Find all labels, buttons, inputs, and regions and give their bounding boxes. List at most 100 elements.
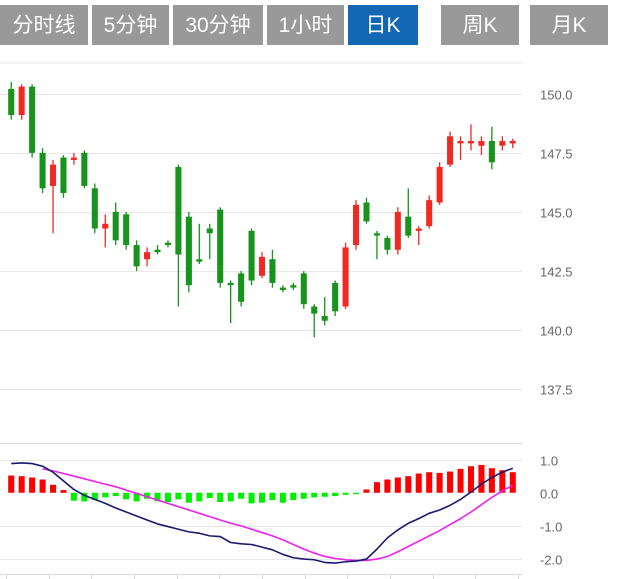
candlestick[interactable] (164, 240, 171, 248)
period-tab-5[interactable]: 周K (441, 5, 519, 45)
candlestick[interactable] (70, 152, 77, 165)
period-tab-3[interactable]: 1小时 (267, 5, 344, 45)
candlestick[interactable] (258, 252, 266, 279)
candle-body (102, 223, 109, 229)
candlestick[interactable] (144, 247, 151, 267)
candlestick[interactable] (300, 271, 307, 309)
candlestick[interactable] (185, 211, 192, 293)
candlestick[interactable] (488, 126, 495, 170)
candlestick[interactable] (269, 249, 276, 288)
candlestick[interactable] (18, 84, 25, 120)
macd-histogram-bar (154, 492, 161, 502)
candlestick[interactable] (499, 136, 506, 151)
period-tab-0[interactable]: 分时线 (0, 5, 88, 45)
macd-histogram-bar (81, 492, 88, 502)
candlestick[interactable] (39, 148, 46, 194)
period-tab-1[interactable]: 5分钟 (92, 5, 169, 45)
candle-body (123, 214, 130, 246)
candle-body (373, 233, 380, 236)
chart-area[interactable]: 150.0 147.5 145.0 142.5 140.0 137.5 1.0 0.0 -1.0… (0, 48, 628, 579)
macd-histogram-bar (353, 492, 360, 495)
candle-body (185, 216, 192, 286)
candlestick[interactable] (363, 197, 370, 224)
candlestick[interactable] (60, 155, 67, 198)
candlestick[interactable] (206, 223, 213, 260)
candlestick[interactable] (81, 150, 88, 189)
candle-body (467, 141, 475, 144)
candle-body (447, 136, 454, 165)
macd-histogram-bar (373, 482, 380, 493)
macd-histogram-bar (227, 492, 234, 502)
candlestick[interactable] (29, 84, 36, 158)
candlestick[interactable] (467, 124, 475, 151)
candlestick[interactable] (123, 211, 130, 250)
period-tab-bar: 分时线 5分钟 30分钟 1小时 日K 周K 月K (0, 0, 628, 48)
candlestick[interactable] (405, 188, 412, 238)
candlestick[interactable] (426, 195, 433, 229)
candlestick[interactable] (49, 159, 57, 234)
macd-histogram-bar (300, 492, 307, 499)
candle-body (509, 141, 516, 144)
candlestick[interactable] (436, 162, 443, 205)
macd-histogram-bar (70, 492, 77, 501)
candlestick[interactable] (457, 136, 464, 160)
candlestick[interactable] (447, 131, 454, 168)
macd-histogram-bar (238, 492, 245, 499)
price-axis-label: 150.0 (540, 88, 573, 103)
macd-histogram-bar (175, 492, 182, 500)
candlestick[interactable] (102, 214, 109, 248)
macd-histogram-bar (426, 472, 433, 493)
candlestick[interactable] (342, 242, 349, 309)
period-tab-6[interactable]: 月K (530, 5, 608, 45)
kline-macd-svg[interactable]: 150.0 147.5 145.0 142.5 140.0 137.5 1.0 0.0 -1.0… (0, 48, 628, 579)
macd-histogram-bar (206, 492, 213, 499)
candlestick[interactable] (279, 285, 286, 293)
macd-histogram-bar (499, 470, 506, 493)
candlestick[interactable] (478, 136, 485, 156)
candle-body (164, 242, 171, 246)
candlestick[interactable] (8, 81, 15, 120)
candle-body (332, 282, 339, 312)
candlestick[interactable] (509, 138, 516, 149)
candlestick[interactable] (290, 282, 297, 290)
price-axis-label: 147.5 (540, 147, 573, 162)
candlestick[interactable] (332, 280, 339, 316)
candlestick[interactable] (91, 183, 98, 234)
candlestick[interactable] (353, 200, 360, 250)
macd-histogram-bar (102, 492, 109, 498)
candle-body (175, 167, 182, 255)
candlestick[interactable] (384, 235, 391, 255)
candlestick[interactable] (227, 280, 234, 324)
macd-histogram-bar (384, 479, 391, 493)
macd-histogram-bar (488, 468, 495, 493)
candlestick[interactable] (133, 240, 140, 272)
candlestick[interactable] (373, 230, 380, 260)
period-tab-4[interactable]: 日K (348, 5, 418, 45)
candle-body (426, 200, 433, 227)
candlestick[interactable] (175, 164, 182, 307)
candlestick[interactable] (311, 304, 318, 338)
candlestick[interactable] (394, 207, 401, 255)
candlestick[interactable] (321, 297, 328, 326)
macd-histogram-bar (363, 489, 370, 493)
candlestick[interactable] (154, 245, 161, 255)
candle-body (39, 152, 46, 189)
candlestick[interactable] (248, 228, 255, 286)
candlestick[interactable] (415, 226, 422, 246)
candlestick[interactable] (238, 271, 245, 307)
macd-histogram-bar (39, 479, 46, 493)
candlestick[interactable] (112, 202, 119, 246)
macd-histogram-bar (467, 466, 475, 493)
candle-body (133, 245, 140, 267)
candle-body (279, 287, 286, 290)
candlestick[interactable] (217, 207, 224, 288)
candle-body (405, 216, 412, 236)
candle-body (478, 141, 485, 146)
price-axis-label: 142.5 (540, 265, 573, 280)
macd-histogram-bar (185, 492, 192, 503)
candle-body (499, 141, 506, 146)
macd-histogram-bar (258, 492, 266, 503)
period-tab-2[interactable]: 30分钟 (173, 5, 263, 45)
candlestick[interactable] (196, 223, 203, 264)
candle-body (49, 164, 57, 186)
